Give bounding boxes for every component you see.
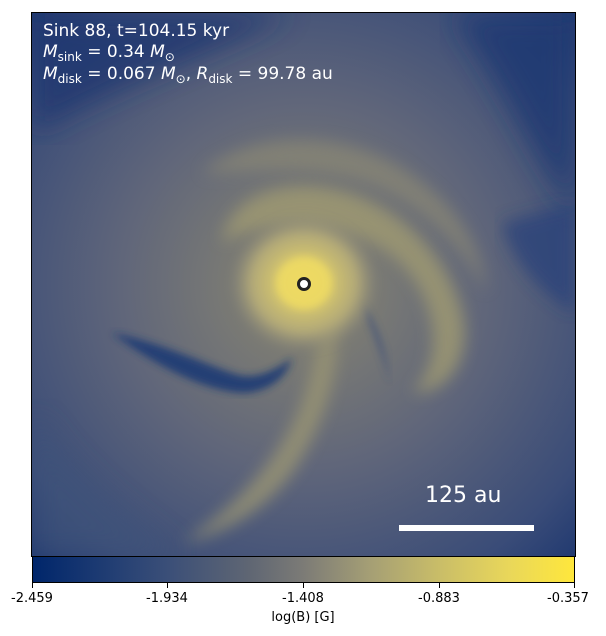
- sink-time-text: Sink 88, t=104.15 kyr: [43, 21, 230, 41]
- disk-properties-annotation: Mdisk = 0.067 M⊙, Rdisk = 99.78 au: [43, 64, 333, 89]
- separator: ,: [185, 64, 197, 84]
- scale-bar-label: 125 au: [425, 483, 502, 508]
- sink-time-annotation: Sink 88, t=104.15 kyr: [43, 21, 229, 41]
- sink-mass-value: = 0.34: [81, 42, 151, 62]
- disk-mass-subscript: disk: [57, 72, 82, 86]
- magnetic-field-map: [31, 12, 576, 557]
- colorbar-tick: [574, 583, 575, 588]
- colorbar-tick: [303, 583, 304, 588]
- colorbar-tick-label: -2.459: [11, 591, 53, 606]
- disk-radius-value: = 99.78 au: [232, 64, 333, 84]
- colorbar-axis-label: log(B) [G]: [271, 610, 335, 625]
- sink-mass-unit: M: [150, 42, 165, 62]
- disk-mass-symbol: M: [43, 64, 58, 84]
- colorbar: [32, 556, 575, 583]
- colorbar-tick-label: -1.408: [282, 591, 324, 606]
- colorbar-tick-label: -1.934: [146, 591, 188, 606]
- sink-mass-symbol: M: [43, 42, 58, 62]
- colorbar-tick-label: -0.357: [547, 591, 589, 606]
- disk-radius-subscript: disk: [208, 72, 233, 86]
- disk-mass-unit: M: [160, 64, 176, 84]
- colorbar-tick: [167, 583, 168, 588]
- disk-mass-value: = 0.067: [81, 64, 161, 84]
- colorbar-tick: [32, 583, 33, 588]
- sink-mass-subscript: sink: [57, 50, 82, 64]
- solar-symbol-icon: ⊙: [175, 72, 186, 86]
- sink-mass-annotation: Msink = 0.34 M⊙: [43, 42, 175, 67]
- disk-radius-symbol: R: [196, 64, 209, 84]
- colorbar-tick: [439, 583, 440, 588]
- colorbar-tick-label: -0.883: [418, 591, 460, 606]
- solar-symbol-icon: ⊙: [164, 50, 175, 64]
